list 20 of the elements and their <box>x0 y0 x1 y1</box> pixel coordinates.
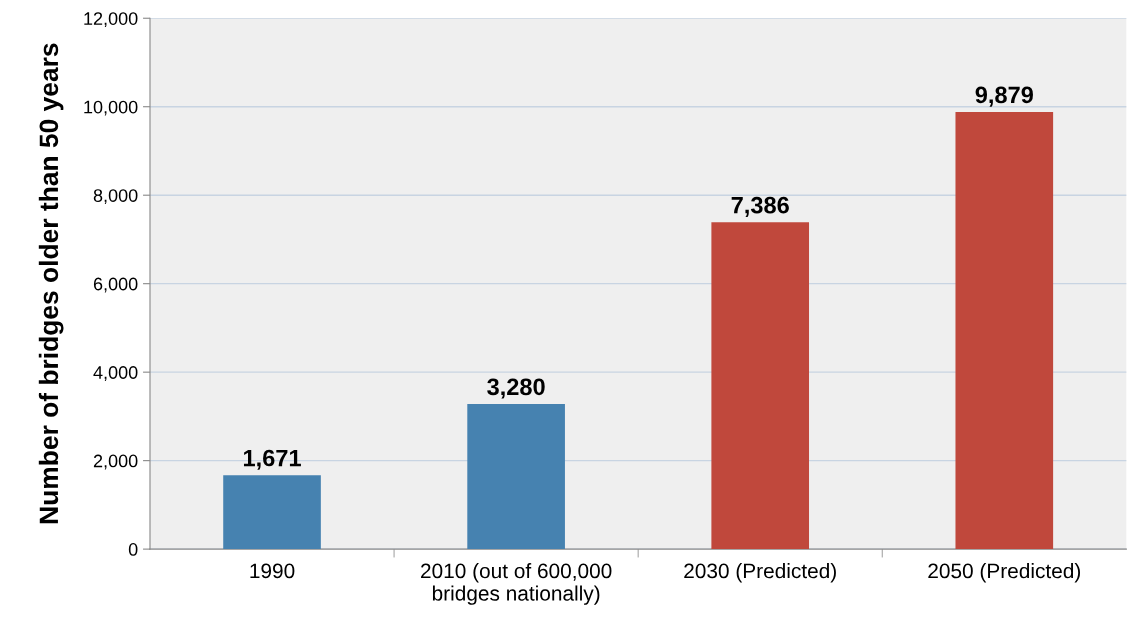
y-tick-label: 4,000 <box>93 366 138 382</box>
bar <box>467 404 565 550</box>
y-axis-title: Number of bridges older than 50 years <box>38 43 64 524</box>
bar <box>711 222 810 550</box>
x-tick-label: 2010 (out of 600,000 bridges nationally) <box>421 563 612 605</box>
data-label: 7,386 <box>731 196 789 217</box>
y-tick-label: 0 <box>128 543 138 556</box>
y-tick-label: 2,000 <box>93 454 138 470</box>
bar <box>955 112 1054 550</box>
x-tick-label: 2030 (Predicted) <box>684 563 836 583</box>
y-tick-label: 12,000 <box>84 12 138 28</box>
y-tick-label: 10,000 <box>84 100 138 116</box>
data-label: 3,280 <box>487 378 545 399</box>
x-tick-label: 1990 <box>250 563 295 579</box>
y-tick-label: 6,000 <box>93 277 138 293</box>
y-tick-label: 8,000 <box>93 189 138 205</box>
bar <box>223 475 321 550</box>
x-tick-label: 2050 (Predicted) <box>928 563 1081 583</box>
data-label: 1,671 <box>243 449 301 470</box>
data-label: 9,879 <box>975 86 1033 107</box>
